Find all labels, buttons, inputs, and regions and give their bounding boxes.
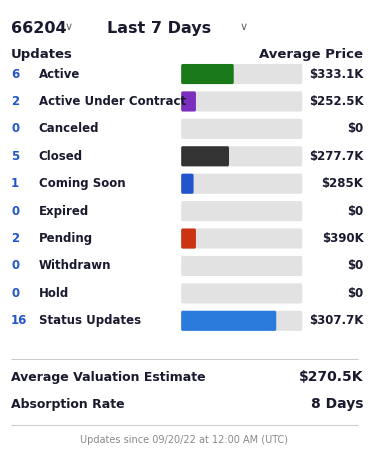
FancyBboxPatch shape: [181, 91, 196, 112]
FancyBboxPatch shape: [181, 119, 302, 139]
Text: 0: 0: [11, 260, 19, 272]
FancyBboxPatch shape: [181, 174, 302, 194]
Text: Active Under Contract: Active Under Contract: [39, 95, 186, 108]
FancyBboxPatch shape: [181, 256, 302, 276]
FancyBboxPatch shape: [181, 174, 194, 194]
Text: 0: 0: [11, 205, 19, 218]
FancyBboxPatch shape: [181, 311, 302, 331]
Text: Withdrawn: Withdrawn: [39, 260, 111, 272]
FancyBboxPatch shape: [181, 228, 302, 249]
Text: $307.7K: $307.7K: [309, 314, 363, 327]
FancyBboxPatch shape: [181, 64, 234, 84]
Text: Pending: Pending: [39, 232, 93, 245]
Text: Average Price: Average Price: [259, 48, 363, 61]
Text: 2: 2: [11, 232, 19, 245]
Text: 0: 0: [11, 287, 19, 300]
FancyBboxPatch shape: [181, 91, 302, 112]
Text: Closed: Closed: [39, 150, 83, 163]
Text: 6: 6: [11, 68, 19, 80]
Text: ∨: ∨: [240, 22, 248, 32]
Text: $390K: $390K: [322, 232, 363, 245]
Text: $0: $0: [347, 287, 363, 300]
Text: 1: 1: [11, 177, 19, 190]
Text: 5: 5: [11, 150, 19, 163]
Text: $252.5K: $252.5K: [309, 95, 363, 108]
Text: 16: 16: [11, 314, 27, 327]
Text: Active: Active: [39, 68, 80, 80]
FancyBboxPatch shape: [181, 201, 302, 221]
Text: 0: 0: [11, 122, 19, 135]
Text: $0: $0: [347, 260, 363, 272]
Text: Last 7 Days: Last 7 Days: [107, 21, 211, 36]
Text: ∨: ∨: [65, 22, 73, 32]
FancyBboxPatch shape: [181, 311, 276, 331]
Text: Coming Soon: Coming Soon: [39, 177, 125, 190]
Text: $0: $0: [347, 122, 363, 135]
Text: $333.1K: $333.1K: [309, 68, 363, 80]
FancyBboxPatch shape: [181, 228, 196, 249]
Text: $0: $0: [347, 205, 363, 218]
Text: Absorption Rate: Absorption Rate: [11, 398, 125, 411]
Text: Status Updates: Status Updates: [39, 314, 141, 327]
Text: $277.7K: $277.7K: [309, 150, 363, 163]
Text: Hold: Hold: [39, 287, 69, 300]
Text: Updates since 09/20/22 at 12:00 AM (UTC): Updates since 09/20/22 at 12:00 AM (UTC): [80, 435, 289, 445]
Text: $285K: $285K: [322, 177, 363, 190]
Text: Expired: Expired: [39, 205, 89, 218]
FancyBboxPatch shape: [181, 146, 229, 166]
Text: 2: 2: [11, 95, 19, 108]
Text: Updates: Updates: [11, 48, 73, 61]
Text: 8 Days: 8 Days: [311, 398, 363, 411]
Text: Average Valuation Estimate: Average Valuation Estimate: [11, 371, 206, 383]
FancyBboxPatch shape: [181, 64, 302, 84]
Text: 66204: 66204: [11, 21, 67, 36]
Text: $270.5K: $270.5K: [299, 370, 363, 384]
FancyBboxPatch shape: [181, 283, 302, 303]
FancyBboxPatch shape: [181, 146, 302, 166]
Text: Canceled: Canceled: [39, 122, 99, 135]
